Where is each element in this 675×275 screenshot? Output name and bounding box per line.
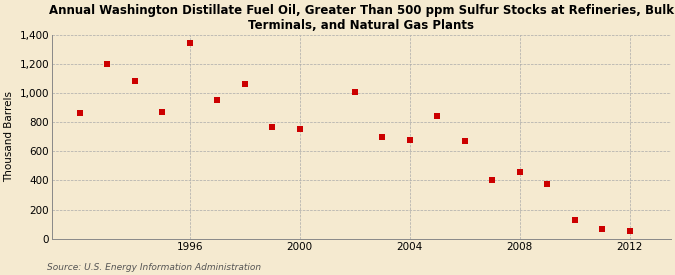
Point [212, 98, 223, 103]
Y-axis label: Thousand Barrels: Thousand Barrels [4, 91, 14, 182]
Point [404, 138, 415, 143]
Point [624, 229, 635, 233]
Point [184, 41, 195, 46]
Point [487, 178, 497, 183]
Point [239, 82, 250, 86]
Point [597, 226, 608, 231]
Point [377, 134, 387, 139]
Point [432, 113, 443, 118]
Title: Annual Washington Distillate Fuel Oil, Greater Than 500 ppm Sulfur Stocks at Ref: Annual Washington Distillate Fuel Oil, G… [49, 4, 674, 32]
Point [514, 170, 525, 175]
Point [294, 126, 305, 131]
Point [349, 90, 360, 95]
Point [569, 218, 580, 222]
Text: Source: U.S. Energy Information Administration: Source: U.S. Energy Information Administ… [47, 263, 261, 272]
Point [102, 62, 113, 66]
Point [459, 139, 470, 143]
Point [542, 182, 553, 186]
Point [129, 79, 140, 84]
Point [74, 111, 85, 116]
Point [157, 110, 167, 114]
Point [267, 124, 277, 129]
